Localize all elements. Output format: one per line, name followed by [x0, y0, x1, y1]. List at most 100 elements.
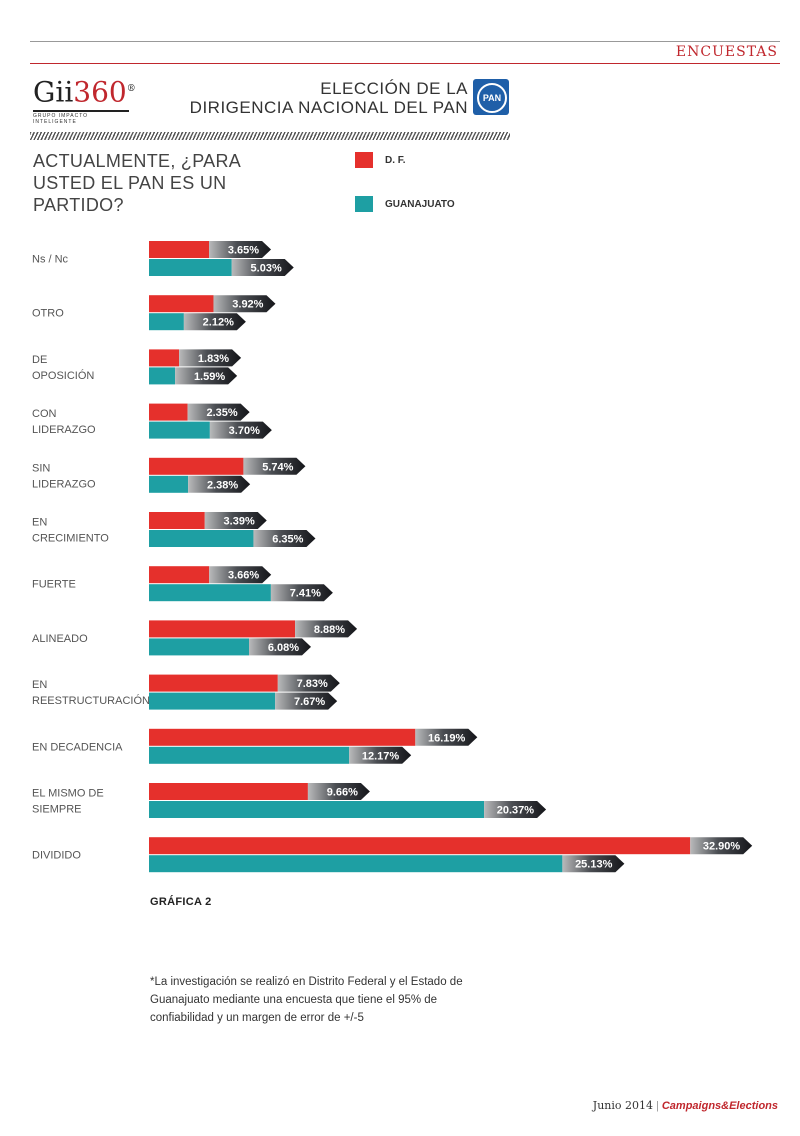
data-label-tag [275, 692, 338, 710]
bar-guanajuato [149, 801, 485, 818]
data-label-tag [187, 403, 250, 421]
data-label-tag [175, 367, 238, 385]
bar-df [149, 295, 214, 313]
bar-df [149, 674, 278, 692]
data-label: 6.08% [268, 642, 299, 654]
legend-label-guanajuato: GUANAJUATO [385, 199, 455, 210]
data-label-tag [349, 746, 412, 764]
data-label: 9.66% [327, 787, 358, 799]
bar-guanajuato [149, 584, 271, 602]
category-label: DIVIDIDO [32, 850, 81, 862]
logo-wordmark: Gii360® [33, 74, 136, 107]
data-label: 3.92% [232, 299, 263, 311]
category-label: CON LIDERAZGO [32, 408, 96, 436]
data-label: 1.59% [194, 371, 225, 383]
footer-magazine: Campaigns&Elections [661, 1100, 778, 1112]
category-label: FUERTE [32, 579, 76, 591]
bar-df [149, 349, 180, 367]
pan-logo: PAN [473, 79, 509, 115]
data-label-tag [231, 259, 294, 276]
bar-guanajuato [149, 638, 250, 656]
data-label-tag [209, 566, 272, 584]
bar-df [149, 457, 244, 475]
footer-date: Junio 2014 [592, 1099, 653, 1112]
data-label-tag [484, 801, 547, 818]
data-label: 3.65% [228, 245, 259, 257]
data-label-tag [243, 457, 306, 475]
data-label: 16.19% [428, 732, 466, 744]
bar-guanajuato [149, 313, 184, 331]
data-label-tag [690, 837, 753, 855]
section-label: ENCUESTAS [675, 44, 778, 60]
data-label: 5.74% [262, 461, 293, 473]
data-label: 5.03% [251, 263, 282, 275]
data-label: 2.38% [207, 479, 238, 491]
data-label: 1.83% [198, 353, 229, 365]
category-label: EL MISMO DE SIEMPRE [32, 788, 104, 816]
gii360-logo: Gii360® GRUPO IMPACTO INTELIGENTE [33, 74, 136, 125]
section-rule [30, 63, 780, 64]
category-label: Ns / Nc [32, 254, 69, 266]
bar-df [149, 403, 188, 421]
data-label-tag [253, 530, 316, 547]
data-label: 3.39% [224, 516, 255, 528]
data-label-tag [188, 475, 251, 493]
article-title: ELECCIÓN DE LA DIRIGENCIA NACIONAL DEL P… [160, 79, 468, 117]
article-title-line2: DIRIGENCIA NACIONAL DEL PAN [189, 98, 468, 117]
category-label: OTRO [32, 308, 64, 320]
footer-separator: | [656, 1100, 659, 1112]
data-label: 2.35% [206, 407, 237, 419]
data-label-tag [415, 728, 478, 746]
bar-chart: Ns / Nc 3.65% 5.03% OTRO 3.92% 2.12% DE OPOSICI… [32, 241, 753, 873]
category-label: EN CRECIMIENTO [32, 517, 109, 545]
chart-caption: GRÁFICA 2 [150, 896, 212, 908]
data-label-tag [277, 674, 340, 692]
article-title-line1: ELECCIÓN DE LA [320, 79, 468, 98]
data-label-tag [183, 313, 246, 331]
category-label: EN DECADENCIA [32, 741, 123, 753]
legend-swatch-df [355, 152, 373, 168]
data-label-tag [204, 512, 267, 529]
page-footer: Junio 2014 | Campaigns&Elections [593, 1099, 778, 1112]
bar-guanajuato [149, 692, 276, 710]
data-label: 7.83% [297, 678, 328, 690]
bar-df [149, 241, 210, 258]
bar-guanajuato [149, 367, 176, 385]
data-label-tag [179, 349, 242, 367]
data-label: 3.70% [229, 425, 260, 437]
data-label-tag [295, 620, 358, 638]
pan-logo-text: PAN [477, 83, 507, 113]
logo-tagline: GRUPO IMPACTO INTELIGENTE [33, 110, 129, 125]
data-label: 7.67% [294, 696, 325, 708]
data-label-tag [209, 241, 272, 258]
data-label-tag [209, 421, 272, 439]
data-label-tag [307, 783, 370, 800]
bar-guanajuato [149, 746, 350, 764]
footnote: *La investigación se realizó en Distrito… [150, 976, 463, 1024]
bar-df [149, 728, 416, 746]
category-label: EN REESTRUCTURACIÓN [32, 679, 150, 707]
data-label: 20.37% [497, 805, 535, 817]
logo-mark: ® [126, 84, 136, 94]
category-label: ALINEADO [32, 633, 88, 645]
data-label-tag [213, 295, 276, 313]
bar-guanajuato [149, 259, 232, 276]
category-label: SIN LIDERAZGO [32, 462, 96, 490]
data-label: 32.90% [703, 841, 741, 853]
data-label: 7.41% [290, 588, 321, 600]
data-label: 3.66% [228, 570, 259, 582]
bar-df [149, 837, 691, 855]
bar-df [149, 783, 308, 800]
data-label: 25.13% [575, 859, 613, 871]
bar-df [149, 566, 210, 584]
data-label-tag [270, 584, 333, 602]
data-label: 2.12% [203, 317, 234, 329]
data-label-tag [249, 638, 312, 656]
bar-df [149, 620, 296, 638]
bar-guanajuato [149, 530, 254, 547]
data-label: 6.35% [272, 534, 303, 546]
bar-df [149, 512, 205, 529]
data-label-tag [562, 855, 625, 873]
logo-text: Gii [33, 75, 74, 109]
bar-guanajuato [149, 855, 563, 873]
